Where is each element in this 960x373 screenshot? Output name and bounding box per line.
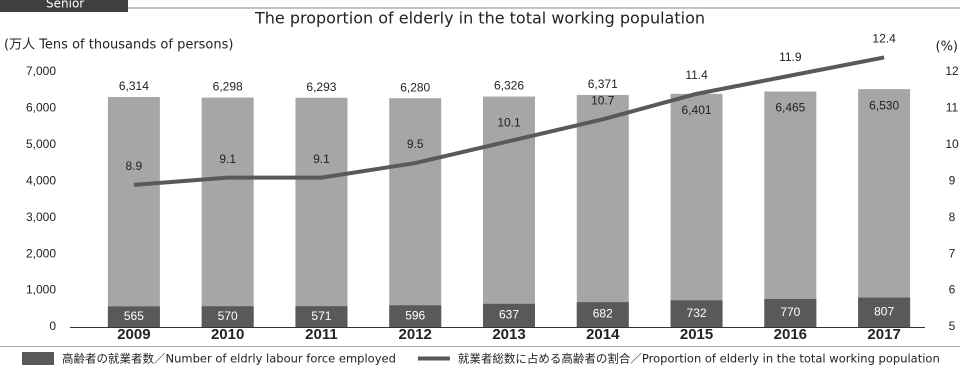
bar <box>107 306 160 327</box>
x-tick-label: 2010 <box>211 326 244 343</box>
y2-tick-label: 8 <box>949 210 956 224</box>
line-value-label: 11.4 <box>685 68 708 82</box>
x-tick-label: 2011 <box>305 326 338 343</box>
bar-value-label: 6,314 <box>119 79 149 93</box>
x-tick-label: 2012 <box>399 326 432 343</box>
y-tick-label: 1,000 <box>26 283 56 297</box>
x-tick-label: 2009 <box>117 326 150 343</box>
y-tick-label: 4,000 <box>26 173 56 187</box>
x-tick-label: 2015 <box>680 326 713 343</box>
bar-value-label: 6,371 <box>588 77 618 91</box>
bar-value-label: 6,401 <box>682 103 712 117</box>
bar-value-label: 6,326 <box>494 79 524 93</box>
bar <box>764 91 817 327</box>
bar-value-label: 6,293 <box>306 80 336 94</box>
bar <box>576 94 629 327</box>
line-value-label: 9.1 <box>313 152 330 166</box>
chart-title: The proportion of elderly in the total w… <box>254 9 705 28</box>
y2-tick-label: 5 <box>949 319 956 333</box>
bar <box>576 302 629 327</box>
legend-label: 就業者総数に占める高齢者の割合／Proportion of elderly in… <box>458 352 940 366</box>
legend-label: 高齢者の就業者数／Number of eldrly labour force e… <box>62 352 396 366</box>
x-tick-label: 2017 <box>867 326 900 343</box>
line <box>133 55 885 187</box>
bar-value-label: 571 <box>311 309 331 323</box>
bar <box>858 297 911 327</box>
bar <box>670 93 723 328</box>
bar-value-label: 770 <box>780 305 800 319</box>
bar <box>483 303 535 327</box>
bar-value-label: 6,530 <box>869 98 899 112</box>
bar-value-label: 637 <box>499 308 519 322</box>
line-value-label: 8.9 <box>126 159 143 173</box>
bar <box>389 98 442 327</box>
bar-value-label: 570 <box>218 309 238 323</box>
bar-value-label: 732 <box>687 306 707 320</box>
y2-tick-label: 12 <box>945 64 959 78</box>
line-value-label: 9.1 <box>219 152 236 166</box>
bar-value-label: 6,298 <box>213 80 243 94</box>
y-tick-label: 6,000 <box>26 101 56 115</box>
y2-tick-label: 6 <box>949 283 956 297</box>
bar <box>107 96 160 328</box>
y2-tick-label: 7 <box>949 246 956 260</box>
bar <box>483 96 535 327</box>
line-value-label: 12.4 <box>872 32 896 46</box>
bar <box>858 89 911 327</box>
y-tick-label: 5,000 <box>26 137 56 151</box>
bar-value-label: 596 <box>405 308 425 322</box>
bar <box>764 298 817 327</box>
x-tick-label: 2016 <box>774 326 807 343</box>
x-tick-label: 2014 <box>586 326 620 343</box>
x-tick-label: 2013 <box>492 326 525 343</box>
tag-box <box>0 0 128 12</box>
bar <box>295 306 348 327</box>
line-value-label: 10.7 <box>591 94 615 108</box>
y-unit: (万人 Tens of thousands of persons) <box>4 38 233 53</box>
tag: Senior <box>46 0 84 11</box>
bar-value-label: 6,465 <box>775 101 805 115</box>
line-value-label: 11.9 <box>779 50 802 64</box>
bar-value-label: 6,280 <box>400 80 430 94</box>
line-value-label: 10.1 <box>497 115 521 129</box>
y-tick-label: 3,000 <box>26 210 56 224</box>
y2-tick-label: 11 <box>946 101 959 115</box>
bar-value-label: 807 <box>874 304 894 318</box>
line-value-label: 9.5 <box>407 137 424 151</box>
y2-tick-label: 9 <box>949 173 956 187</box>
bar <box>670 300 723 327</box>
bar-value-label: 682 <box>593 307 613 321</box>
bar-value-label: 565 <box>124 309 144 323</box>
y-tick-label: 7,000 <box>26 64 56 78</box>
bar <box>389 305 442 327</box>
y-tick-label: 0 <box>49 319 56 333</box>
y2-unit: (%) <box>936 40 959 55</box>
y-tick-label: 2,000 <box>26 246 56 260</box>
bar <box>201 306 254 327</box>
y2-tick-label: 10 <box>945 137 959 151</box>
bar <box>295 97 348 327</box>
bar <box>201 97 254 327</box>
legend-swatch <box>22 352 54 365</box>
